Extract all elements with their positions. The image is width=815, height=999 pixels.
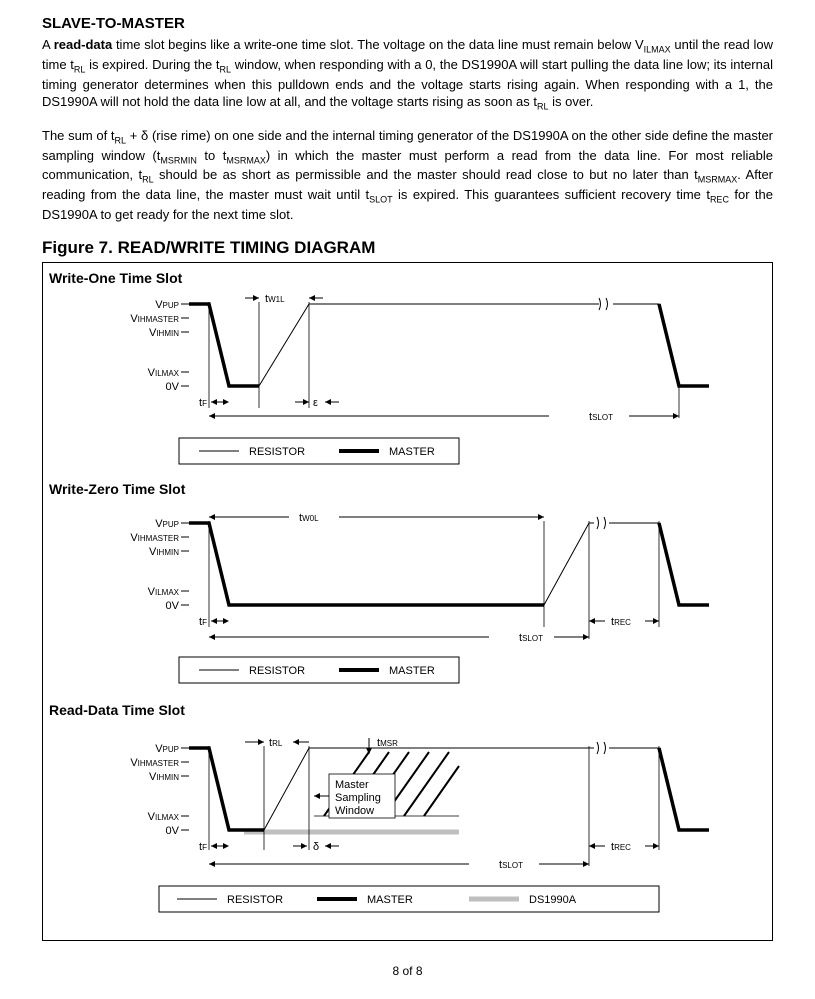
p2e: should be as short as permissible and th… [154,167,698,182]
svg-text:RESISTOR: RESISTOR [249,446,305,458]
svg-text:RESISTOR: RESISTOR [227,894,283,906]
svg-text:Sampling: Sampling [335,792,381,804]
svg-text:tSLOT: tSLOT [519,632,543,644]
svg-text:δ: δ [313,841,319,853]
svg-text:VPUP: VPUP [155,518,179,530]
p1f-sub: RL [537,102,549,112]
svg-text:tW1L: tW1L [265,293,285,305]
svg-text:VIHMIN: VIHMIN [149,771,179,783]
slot1-title: Write-One Time Slot [49,269,766,288]
p2c-sub: MSRMAX [226,155,266,165]
paragraph-2: The sum of tRL + δ (rise rime) on one si… [42,127,773,223]
p2f-sub: SLOT [369,195,393,205]
paragraph-1: A read-data time slot begins like a writ… [42,36,773,113]
svg-text:tF: tF [199,841,207,853]
p2a-sub: RL [115,136,127,146]
svg-text:tRL: tRL [269,737,283,749]
p2c: to t [197,148,226,163]
page-footer: 8 of 8 [42,963,773,979]
write-one-diagram: VPUP VIHMASTER VIHMIN VILMAX 0V tW1L tF … [49,288,749,478]
svg-text:VIHMASTER: VIHMASTER [130,532,179,544]
p2g: is expired. This guarantees sufficient r… [393,187,710,202]
p2g-sub: REC [710,195,729,205]
svg-text:tF: tF [199,397,207,409]
p1a: A [42,37,54,52]
p1g: is over. [549,94,594,109]
svg-text:tSLOT: tSLOT [499,859,523,871]
svg-text:tSLOT: tSLOT [589,411,613,423]
timing-diagram-container: Write-One Time Slot VPUP VIHMASTER VIHMI… [42,262,773,941]
p1c: time slot begins like a write-one time s… [112,37,643,52]
svg-text:tMSR: tMSR [377,737,398,749]
slot2-title: Write-Zero Time Slot [49,480,766,499]
svg-text:Window: Window [335,805,374,817]
svg-text:MASTER: MASTER [389,665,435,677]
svg-text:Master: Master [335,779,369,791]
svg-text:tF: tF [199,616,207,628]
p1b-bold: read-data [54,37,113,52]
svg-text:VIHMIN: VIHMIN [149,327,179,339]
svg-text:tREC: tREC [611,616,631,628]
svg-text:tREC: tREC [611,841,631,853]
svg-text:tW0L: tW0L [299,512,319,524]
p1e: is expired. During the t [85,57,219,72]
svg-text:ε: ε [313,397,318,409]
p2e-sub: MSRMAX [698,175,738,185]
section-title: SLAVE-TO-MASTER [42,14,773,34]
svg-text:VILMAX: VILMAX [148,811,180,823]
slot3-title: Read-Data Time Slot [49,701,766,720]
p1e-sub: RL [220,65,232,75]
svg-text:VIHMIN: VIHMIN [149,546,179,558]
figure-title: Figure 7. READ/WRITE TIMING DIAGRAM [42,237,773,260]
p2a: The sum of t [42,128,115,143]
p2b-sub: MSRMIN [160,155,197,165]
p1d-sub: RL [74,65,86,75]
write-zero-diagram: VPUP VIHMASTER VIHMIN VILMAX 0V tW0L tF … [49,499,749,699]
svg-text:VIHMASTER: VIHMASTER [130,313,179,325]
p2d-sub: RL [142,175,154,185]
svg-text:VILMAX: VILMAX [148,586,180,598]
svg-text:0V: 0V [166,825,180,837]
svg-text:MASTER: MASTER [367,894,413,906]
p1c-sub: ILMAX [644,45,671,55]
svg-text:MASTER: MASTER [389,446,435,458]
svg-text:VPUP: VPUP [155,299,179,311]
svg-text:0V: 0V [166,381,180,393]
svg-text:RESISTOR: RESISTOR [249,665,305,677]
svg-text:DS1990A: DS1990A [529,894,577,906]
read-data-diagram: VPUP VIHMASTER VIHMIN VILMAX 0V [49,720,749,930]
svg-text:VPUP: VPUP [155,743,179,755]
svg-text:0V: 0V [166,600,180,612]
svg-text:VILMAX: VILMAX [148,367,180,379]
svg-text:VIHMASTER: VIHMASTER [130,757,179,769]
